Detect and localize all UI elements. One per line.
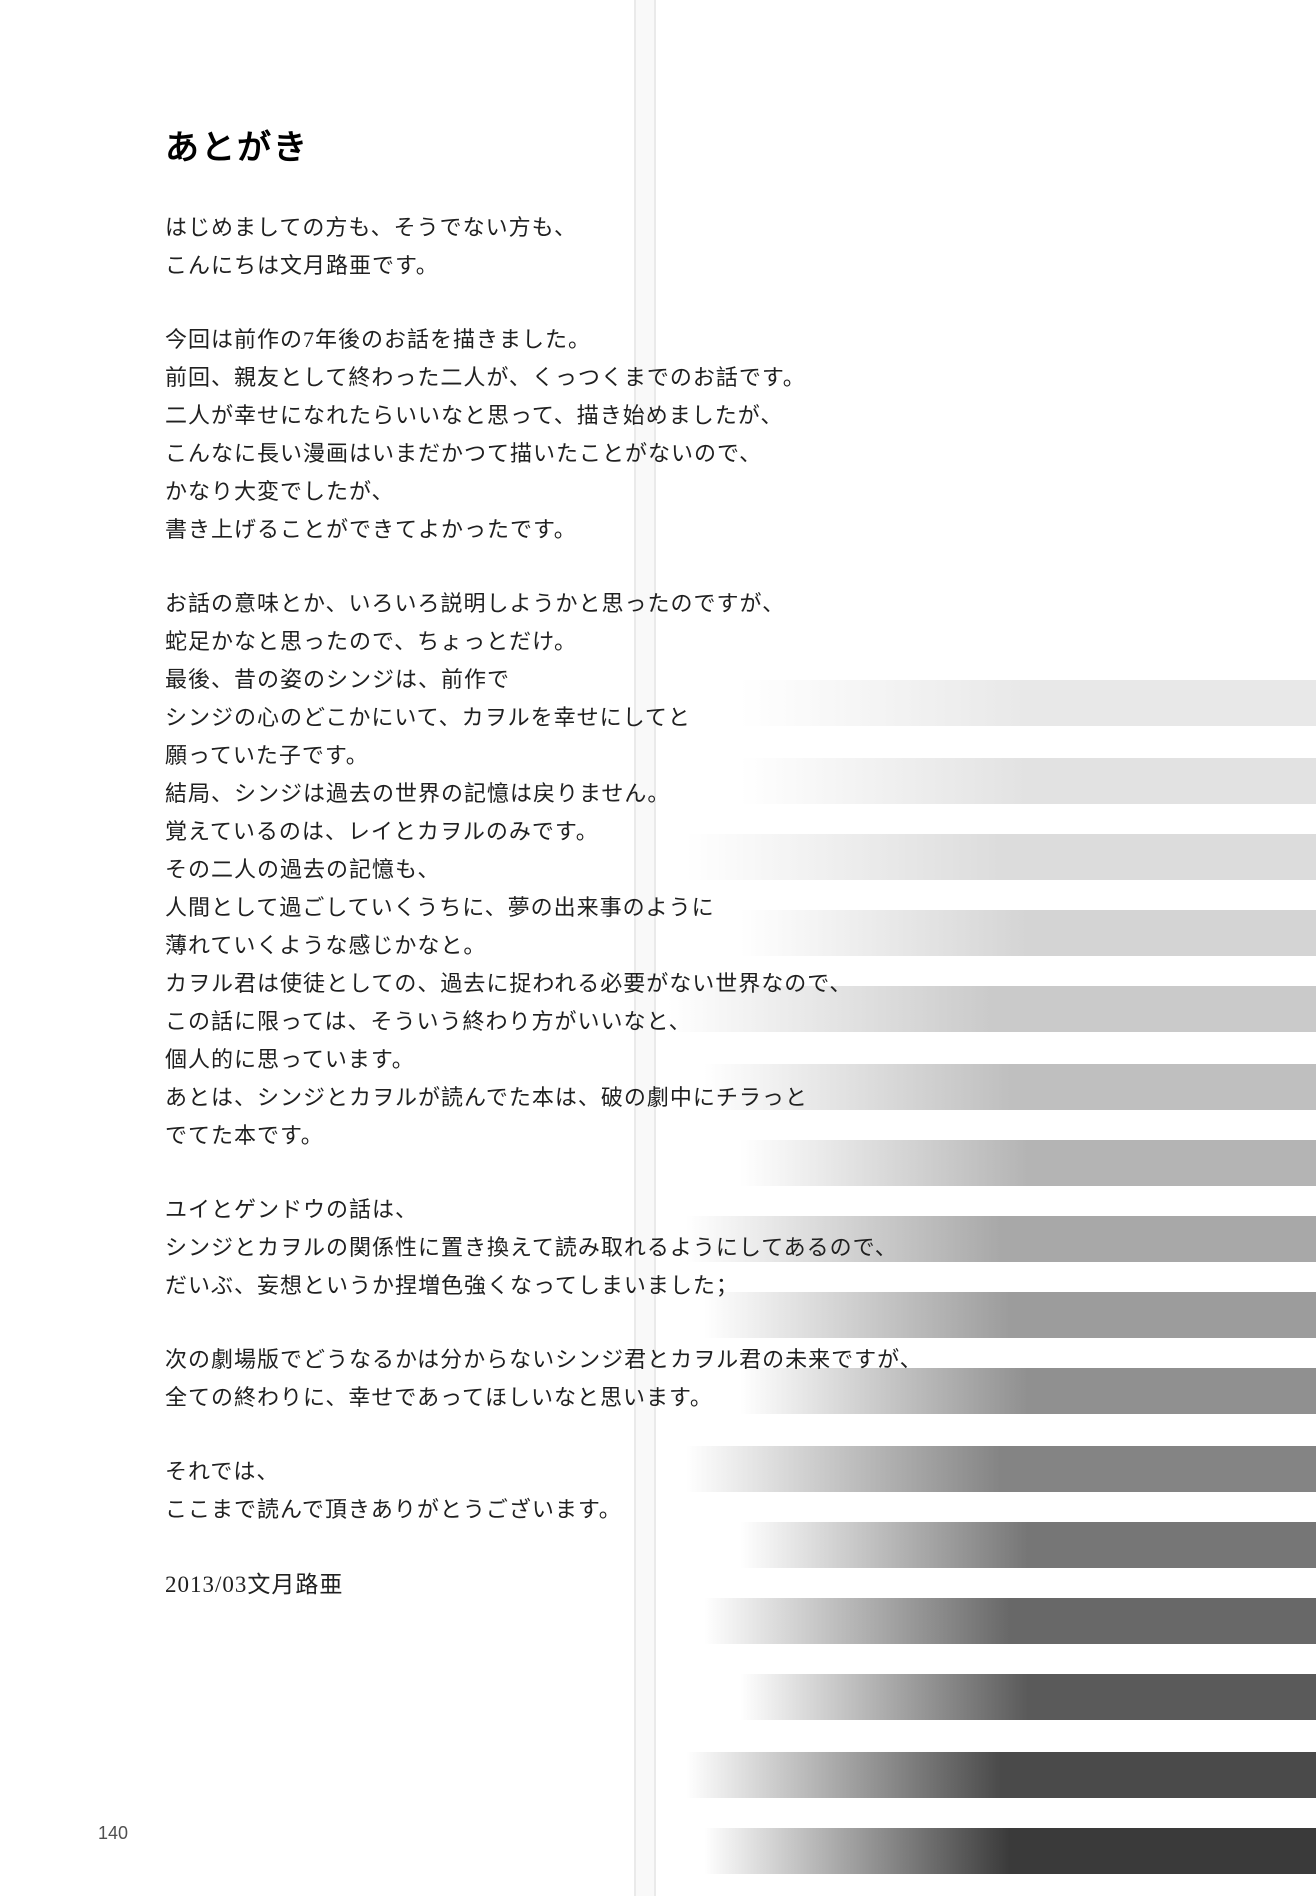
afterword-content: あとがき はじめましての方も、そうでない方も、こんにちは文月路亜です。今回は前作…	[165, 120, 985, 1599]
paragraph: 今回は前作の7年後のお話を描きました。前回、親友として終わった二人が、くっつくま…	[165, 321, 985, 549]
text-line: はじめましての方も、そうでない方も、	[165, 209, 985, 247]
text-line: ここまで読んで頂きありがとうございます。	[165, 1491, 985, 1529]
text-line: お話の意味とか、いろいろ説明しようかと思ったのですが、	[165, 585, 985, 623]
text-line: 個人的に思っています。	[165, 1041, 985, 1079]
piano-black-key	[636, 1828, 1316, 1874]
text-line: 薄れていくような感じかなと。	[165, 927, 985, 965]
text-line: 蛇足かなと思ったので、ちょっとだけ。	[165, 623, 985, 661]
text-line: 次の劇場版でどうなるかは分からないシンジ君とカヲル君の未来ですが、	[165, 1341, 985, 1379]
text-line: 二人が幸せになれたらいいなと思って、描き始めましたが、	[165, 397, 985, 435]
text-line: その二人の過去の記憶も、	[165, 851, 985, 889]
paragraph: それでは、ここまで読んで頂きありがとうございます。	[165, 1453, 985, 1529]
text-line: 今回は前作の7年後のお話を描きました。	[165, 321, 985, 359]
paragraph: 次の劇場版でどうなるかは分からないシンジ君とカヲル君の未来ですが、全ての終わりに…	[165, 1341, 985, 1417]
page-number: 140	[98, 1823, 128, 1844]
piano-black-key	[636, 1598, 1316, 1644]
text-line: 全ての終わりに、幸せであってほしいなと思います。	[165, 1379, 985, 1417]
text-line: こんなに長い漫画はいまだかつて描いたことがないので、	[165, 435, 985, 473]
afterword-title: あとがき	[165, 120, 985, 169]
text-line: こんにちは文月路亜です。	[165, 247, 985, 285]
piano-black-key	[616, 1752, 1316, 1798]
text-line: シンジとカヲルの関係性に置き換えて読み取れるようにしてあるので、	[165, 1229, 985, 1267]
paragraph: ユイとゲンドウの話は、シンジとカヲルの関係性に置き換えて読み取れるようにしてある…	[165, 1191, 985, 1305]
text-line: 書き上げることができてよかったです。	[165, 511, 985, 549]
text-line: あとは、シンジとカヲルが読んでた本は、破の劇中にチラっと	[165, 1079, 985, 1117]
text-line: 最後、昔の姿のシンジは、前作で	[165, 661, 985, 699]
text-line: 結局、シンジは過去の世界の記憶は戻りません。	[165, 775, 985, 813]
text-line: この話に限っては、そういう終わり方がいいなと、	[165, 1003, 985, 1041]
text-line: かなり大変でしたが、	[165, 473, 985, 511]
text-line: 人間として過ごしていくうちに、夢の出来事のように	[165, 889, 985, 927]
text-line: 前回、親友として終わった二人が、くっつくまでのお話です。	[165, 359, 985, 397]
text-line: シンジの心のどこかにいて、カヲルを幸せにしてと	[165, 699, 985, 737]
text-line: 願っていた子です。	[165, 737, 985, 775]
text-line: それでは、	[165, 1453, 985, 1491]
paragraphs-container: はじめましての方も、そうでない方も、こんにちは文月路亜です。今回は前作の7年後の…	[165, 209, 985, 1529]
paragraph: はじめましての方も、そうでない方も、こんにちは文月路亜です。	[165, 209, 985, 285]
text-line: でてた本です。	[165, 1117, 985, 1155]
paragraph: お話の意味とか、いろいろ説明しようかと思ったのですが、蛇足かなと思ったので、ちょ…	[165, 585, 985, 1155]
text-line: 覚えているのは、レイとカヲルのみです。	[165, 813, 985, 851]
text-line: カヲル君は使徒としての、過去に捉われる必要がない世界なので、	[165, 965, 985, 1003]
text-line: だいぶ、妄想というか捏増色強くなってしまいました；	[165, 1267, 985, 1305]
author-signature: 2013/03文月路亜	[165, 1565, 985, 1599]
piano-black-key	[676, 1674, 1316, 1720]
text-line: ユイとゲンドウの話は、	[165, 1191, 985, 1229]
